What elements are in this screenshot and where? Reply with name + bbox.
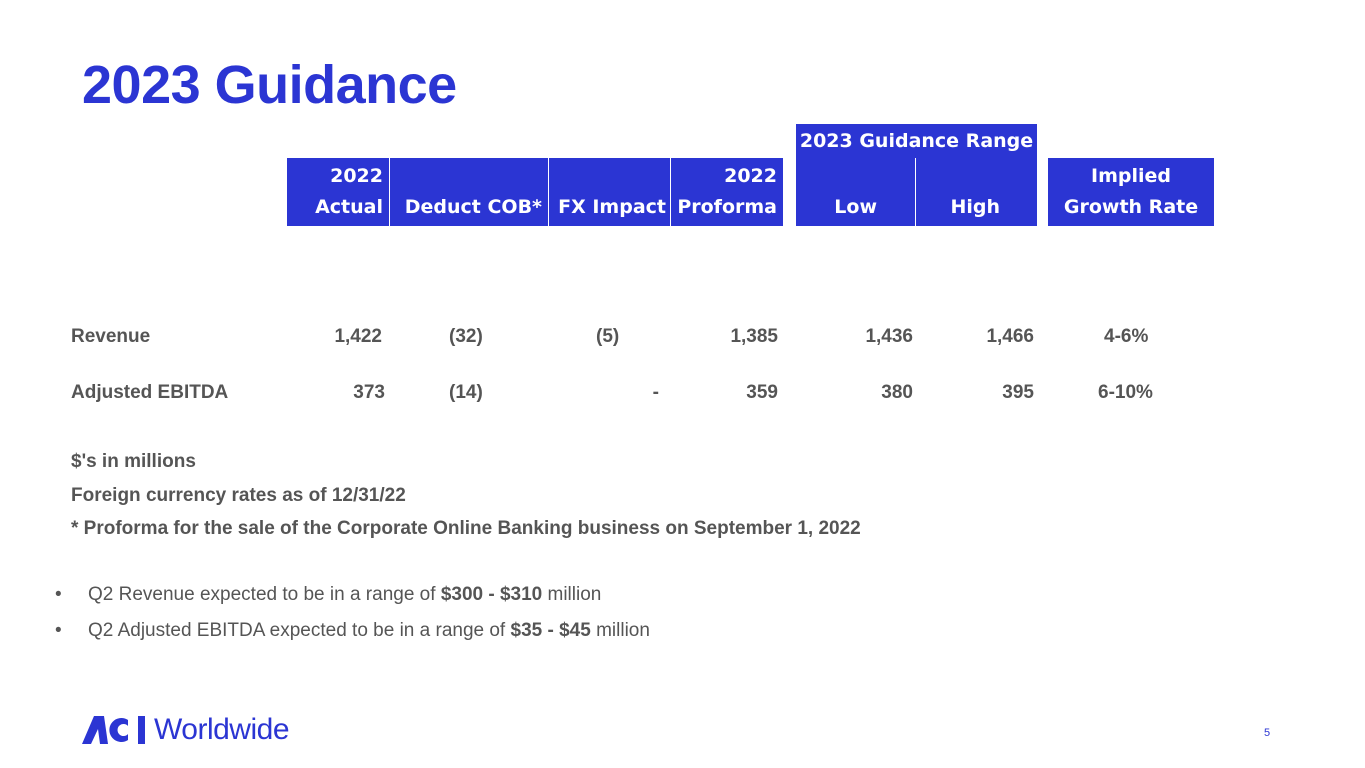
cell-revenue-deduct: (32) <box>449 326 483 347</box>
header-2022-proforma: 2022 Proforma <box>671 158 783 226</box>
header-high-label: High <box>950 196 1000 218</box>
header-deduct-cob: Deduct COB* <box>390 158 548 226</box>
bullet-q2-ebitda-suffix: million <box>590 620 650 641</box>
note-millions: $'s in millions <box>71 451 196 472</box>
cell-ebitda-growth: 6-10% <box>1098 382 1153 403</box>
header-implied-growth-line2: Growth Rate <box>1063 196 1199 218</box>
header-high: High <box>916 158 1037 226</box>
aci-logo-mark-icon <box>82 716 145 744</box>
cell-ebitda-low: 380 <box>881 382 913 403</box>
row-label-adjusted-ebitda: Adjusted EBITDA <box>71 382 229 403</box>
header-2022-proforma-line1: 2022 <box>724 165 777 187</box>
cell-ebitda-fx: - <box>652 382 659 403</box>
guidance-range-group-label: 2023 Guidance Range <box>799 129 1034 152</box>
header-deduct-cob-label: Deduct COB* <box>404 196 542 218</box>
bullet-q2-revenue: • Q2 Revenue expected to be in a range of… <box>55 584 601 606</box>
header-implied-growth-rate: Implied Growth Rate <box>1048 158 1214 226</box>
cell-ebitda-actual: 373 <box>353 382 385 403</box>
bullet-marker: • <box>55 620 62 641</box>
header-low-label: Low <box>834 196 877 218</box>
cell-ebitda-deduct: (14) <box>449 382 483 403</box>
header-2022-actual-line1: 2022 <box>330 165 383 187</box>
cell-ebitda-proforma: 359 <box>746 382 778 403</box>
cell-revenue-high: 1,466 <box>986 326 1034 347</box>
cell-revenue-actual: 1,422 <box>334 326 382 347</box>
logo-wordmark: Worldwide <box>154 713 290 746</box>
bullet-marker: • <box>55 584 62 605</box>
bullet-q2-revenue-range: $300 - $310 <box>440 584 543 605</box>
row-label-revenue: Revenue <box>71 326 151 347</box>
cell-ebitda-high: 395 <box>1002 382 1034 403</box>
header-2022-actual: 2022 Actual <box>287 158 389 226</box>
bullet-q2-revenue-suffix: million <box>542 584 602 605</box>
aci-worldwide-logo: Worldwide <box>82 713 290 747</box>
bullet-q2-ebitda-range: $35 - $45 <box>510 620 591 641</box>
cell-revenue-growth: 4-6% <box>1104 326 1149 347</box>
header-2022-proforma-line2: Proforma <box>677 196 777 218</box>
header-fx-impact: FX Impact <box>549 158 670 226</box>
header-fx-impact-label: FX Impact <box>558 196 666 218</box>
cell-revenue-low: 1,436 <box>865 326 913 347</box>
page-title: 2023 Guidance <box>82 55 457 115</box>
header-low: Low <box>796 158 915 226</box>
note-proforma-footnote: * Proforma for the sale of the Corporate… <box>71 518 861 539</box>
header-2022-actual-line2: Actual <box>315 196 383 218</box>
bullet-q2-revenue-text: Q2 Revenue expected to be in a range of <box>88 584 441 605</box>
page-number: 5 <box>1264 727 1271 739</box>
header-implied-growth-line1: Implied <box>1091 165 1171 187</box>
cell-revenue-proforma: 1,385 <box>730 326 778 347</box>
note-currency-rates: Foreign currency rates as of 12/31/22 <box>71 485 406 506</box>
cell-revenue-fx: (5) <box>596 326 620 347</box>
bullet-q2-ebitda-text: Q2 Adjusted EBITDA expected to be in a r… <box>88 620 511 641</box>
guidance-range-group-header: 2023 Guidance Range <box>796 124 1037 158</box>
bullet-q2-ebitda: • Q2 Adjusted EBITDA expected to be in a … <box>55 620 650 642</box>
